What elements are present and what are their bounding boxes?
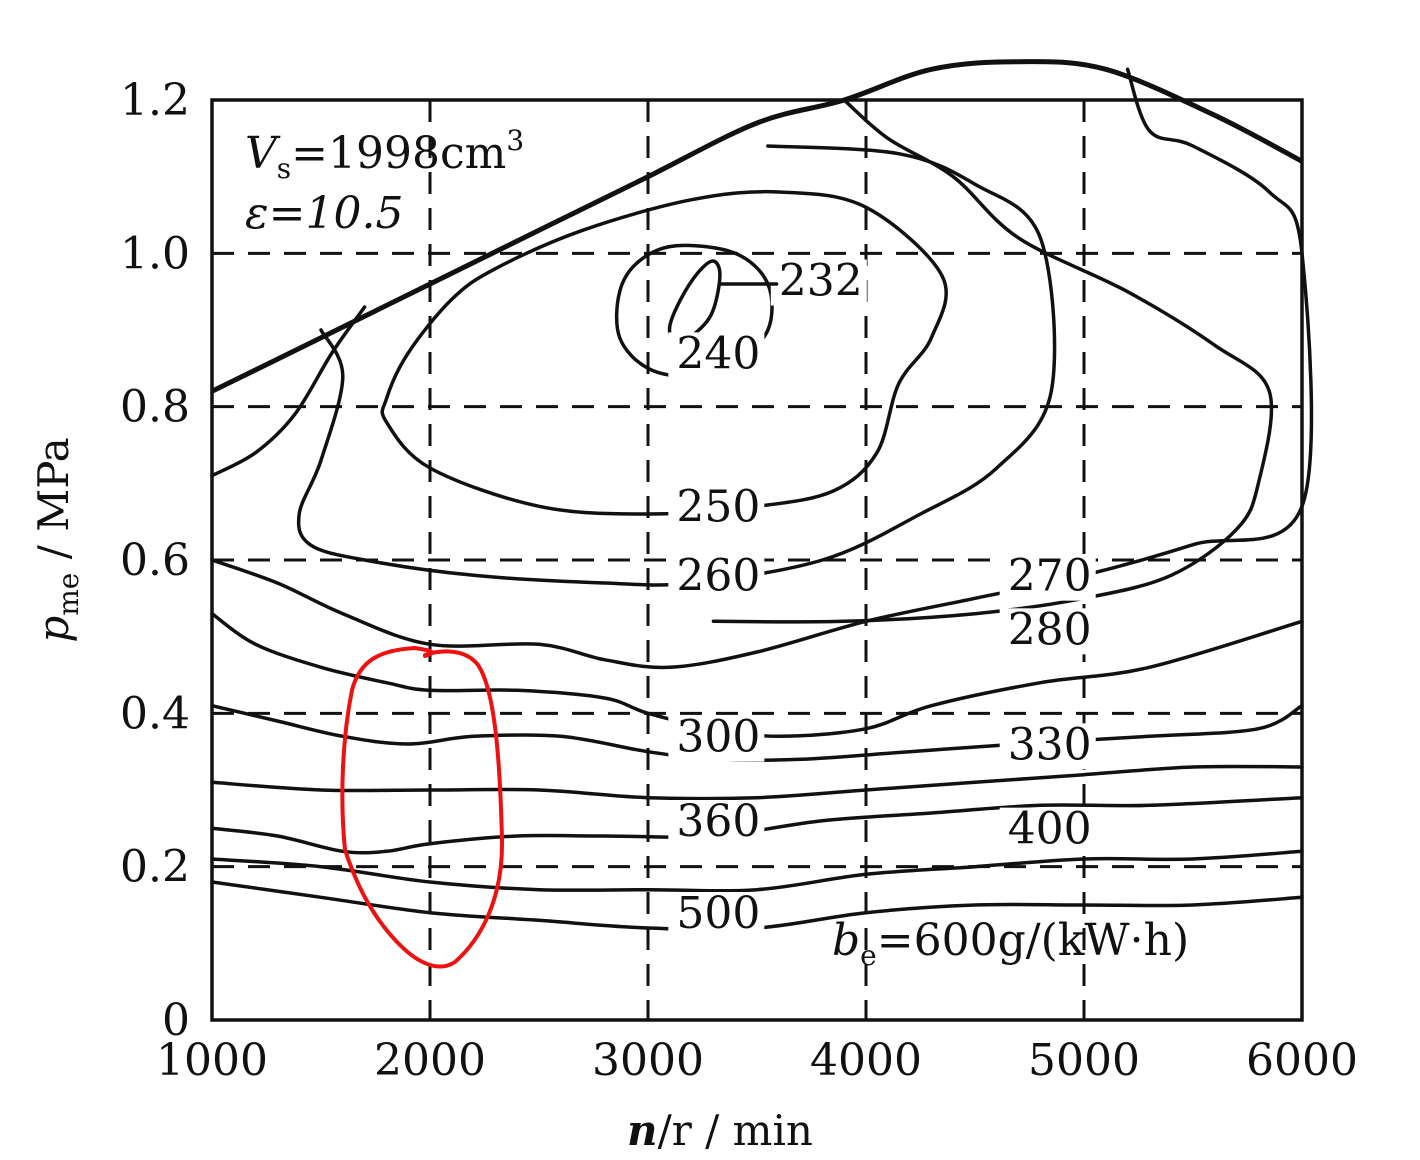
plot-frame (210, 98, 1304, 1022)
y-tick-label: 0.8 (120, 382, 190, 433)
contour-label-260: 260 (676, 551, 760, 602)
y-tick-label: 1.0 (120, 228, 190, 279)
y-tick-label: 0 (162, 995, 190, 1046)
x-tick-label: 4000 (810, 1035, 922, 1086)
contour-label-bg (999, 608, 1096, 655)
contour-270 (711, 98, 1274, 624)
contour-label-bg (999, 807, 1096, 854)
contour-label-250: 250 (676, 482, 760, 533)
contour-label-bg (668, 800, 765, 846)
y-tick-label: 1.2 (120, 75, 190, 126)
contour-400 (210, 795, 1304, 855)
y-tick-label: 0.2 (120, 842, 190, 893)
contour-label-270: 270 (1008, 551, 1092, 602)
contour-label-280: 280 (1008, 604, 1092, 655)
contour-label-bg (668, 892, 765, 938)
y-tick-label: 0.6 (120, 535, 190, 586)
contour-label-bg (668, 485, 765, 532)
contour-label-400: 400 (1008, 804, 1092, 855)
contour-500 (210, 849, 1304, 893)
contour-label-360: 360 (676, 796, 760, 847)
contour-label-500: 500 (676, 888, 760, 939)
full-load-curve (210, 59, 1304, 394)
tick-labels: 1000 2000 3000 4000 5000 6000 0 0.2 0.4 0.6 0.8 1.0… (120, 75, 1358, 1086)
contour-label-bg (668, 554, 765, 601)
contour-label-232: 232 (779, 256, 863, 307)
x-tick-label: 3000 (592, 1035, 704, 1086)
x-tick-label: 1000 (156, 1035, 268, 1086)
displacement-annotation: Vs=1998cm3 (245, 124, 524, 185)
x-axis-title: n/r / min (627, 1106, 813, 1155)
contour-label-240: 240 (676, 328, 760, 379)
y-axis-title: pme / MPa (29, 437, 85, 642)
contour-270 (210, 305, 367, 478)
be-600-label: be=600g/(kW·h) (832, 915, 1189, 972)
compression-ratio-annotation: ε=10.5 (245, 188, 403, 239)
contour-label-bg (999, 723, 1096, 770)
contour-360 (210, 764, 1304, 801)
contour-label-bg (999, 554, 1096, 601)
contour-label-300: 300 (676, 712, 760, 763)
contour-label-bg (668, 715, 765, 762)
x-tick-label: 5000 (1028, 1035, 1140, 1086)
contour-240 (614, 243, 774, 379)
x-tick-label: 6000 (1246, 1035, 1358, 1086)
y-tick-label: 0.4 (120, 688, 190, 739)
x-tick-label: 2000 (374, 1035, 486, 1086)
contour-label-bg (668, 332, 765, 379)
red-highlight-loop (340, 645, 505, 969)
contour-label-bg (770, 259, 867, 306)
contour-label-330: 330 (1008, 719, 1092, 770)
contour-280 (210, 67, 1314, 670)
contour-250 (380, 189, 948, 516)
